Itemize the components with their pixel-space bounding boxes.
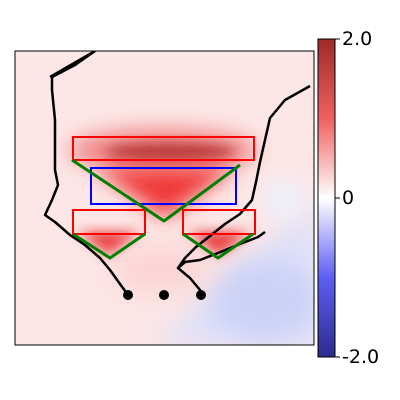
plot-frame — [14, 50, 315, 346]
red-box-group — [72, 136, 256, 235]
colorbar-ticks: 2.0 0 -2.0 — [335, 28, 379, 368]
green-triangle-right — [182, 232, 254, 260]
left-red-core — [78, 232, 140, 256]
upper-left-tick — [49, 51, 96, 79]
colorbar-tick-label: 2.0 — [342, 28, 372, 50]
green-triangle-group — [71, 158, 254, 260]
marker-group — [123, 290, 206, 300]
red-box-top — [72, 136, 255, 161]
blue-box-center — [90, 167, 237, 205]
heatmap-field — [15, 51, 314, 345]
colorbar-tick-label: 0 — [342, 187, 354, 209]
red-box-left — [72, 209, 146, 235]
neutral-pocket — [263, 180, 307, 220]
colorbar-tick-label: -2.0 — [342, 346, 379, 368]
marker-point-center — [159, 290, 169, 300]
central-red-core — [95, 168, 235, 218]
red-box-right — [182, 209, 256, 235]
marker-point-left — [123, 290, 133, 300]
colorbar: 2.0 0 -2.0 — [317, 28, 379, 368]
marker-point-right — [196, 290, 206, 300]
low-region-blue-core — [210, 260, 314, 340]
colorbar-gradient — [317, 38, 336, 358]
green-triangle-left — [72, 232, 146, 260]
green-triangle-center — [71, 158, 241, 223]
left-outline-curve — [43, 51, 130, 296]
upper-red-band-core — [105, 143, 235, 161]
right-outline-curve — [176, 84, 311, 270]
right-red-core — [188, 232, 250, 256]
